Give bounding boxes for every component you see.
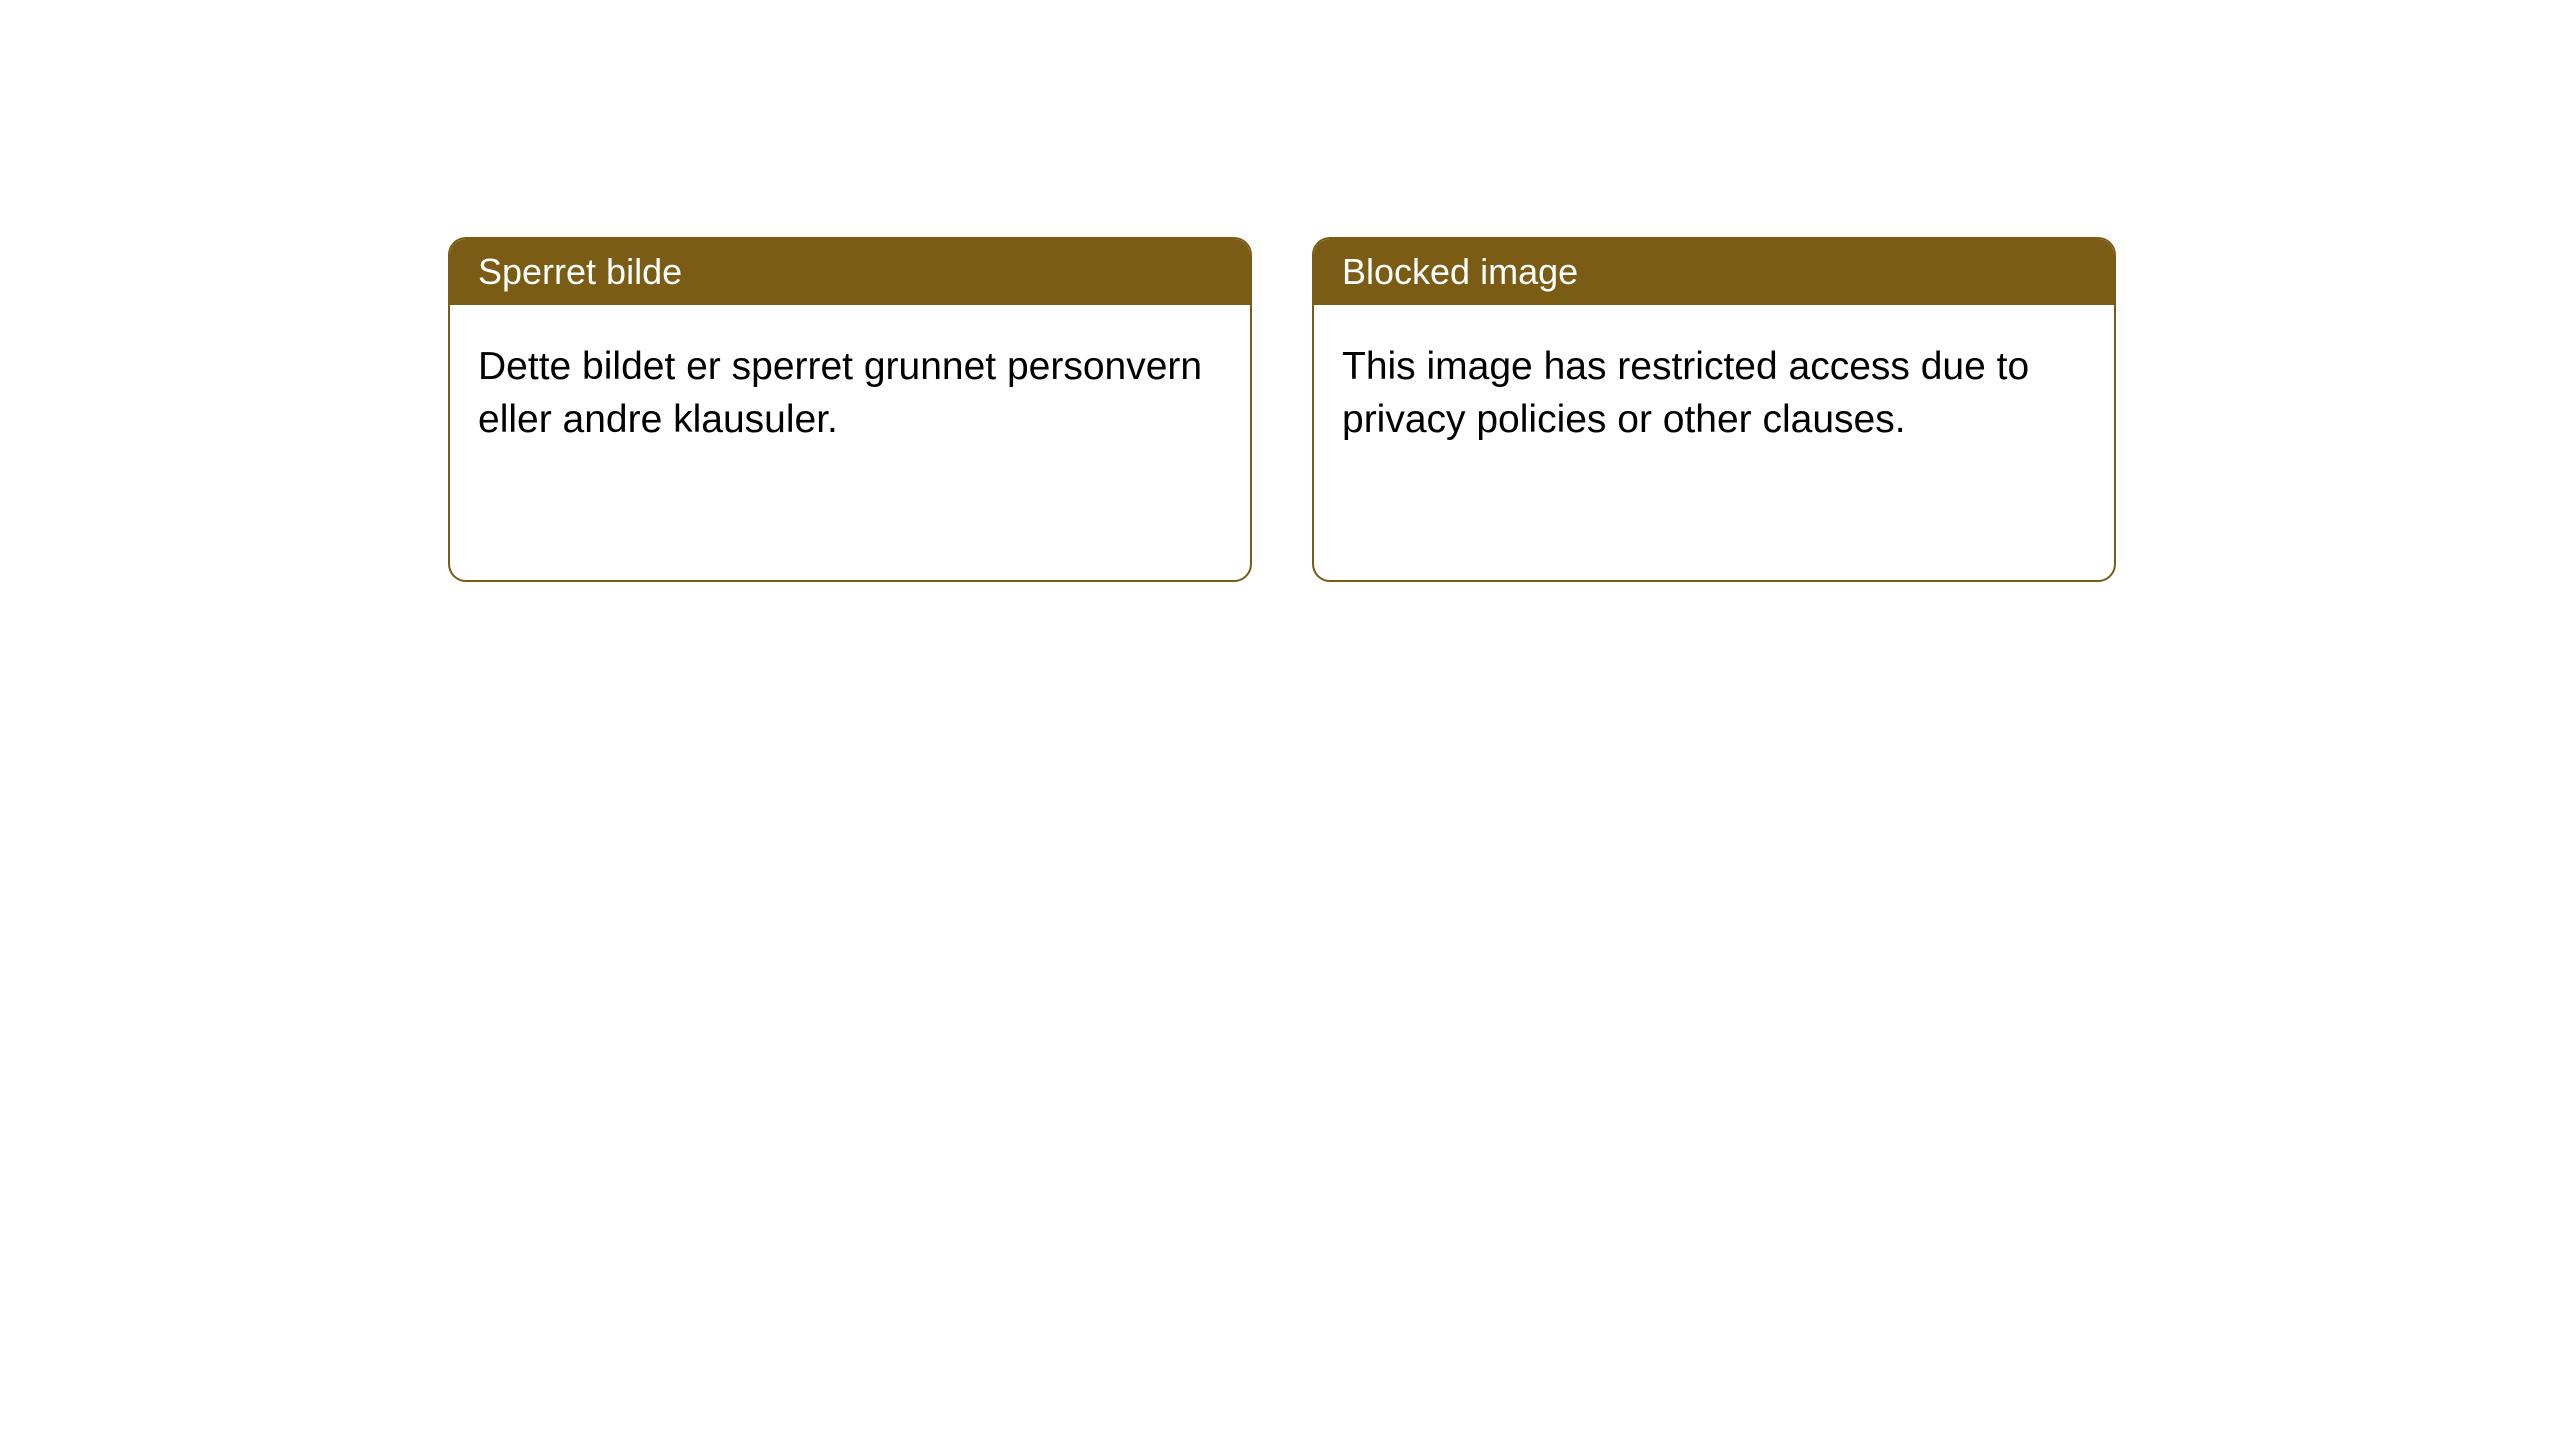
card-title: Blocked image [1314, 239, 2114, 305]
blocked-image-card-english: Blocked image This image has restricted … [1312, 237, 2116, 582]
blocked-image-card-norwegian: Sperret bilde Dette bildet er sperret gr… [448, 237, 1252, 582]
blocked-image-notice-container: Sperret bilde Dette bildet er sperret gr… [448, 237, 2116, 582]
card-title: Sperret bilde [450, 239, 1250, 305]
card-body-text: This image has restricted access due to … [1314, 305, 2114, 580]
card-body-text: Dette bildet er sperret grunnet personve… [450, 305, 1250, 580]
